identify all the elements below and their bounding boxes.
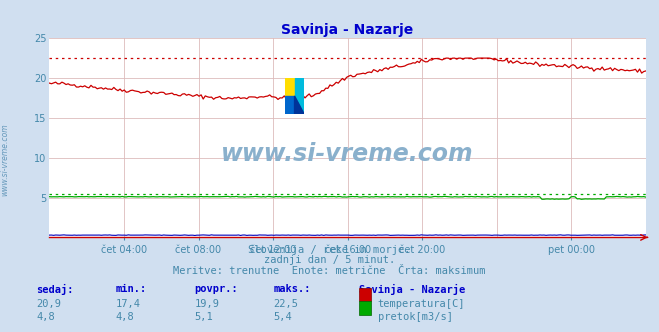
Text: zadnji dan / 5 minut.: zadnji dan / 5 minut. xyxy=(264,255,395,265)
Text: pretok[m3/s]: pretok[m3/s] xyxy=(378,312,453,322)
Text: 4,8: 4,8 xyxy=(115,312,134,322)
Text: 20,9: 20,9 xyxy=(36,299,61,309)
Text: www.si-vreme.com: www.si-vreme.com xyxy=(1,123,10,196)
Text: www.si-vreme.com: www.si-vreme.com xyxy=(221,142,474,166)
Text: 4,8: 4,8 xyxy=(36,312,55,322)
Bar xyxy=(285,78,295,96)
Text: Savinja - Nazarje: Savinja - Nazarje xyxy=(359,284,465,295)
Text: 17,4: 17,4 xyxy=(115,299,140,309)
Text: temperatura[C]: temperatura[C] xyxy=(378,299,465,309)
Text: povpr.:: povpr.: xyxy=(194,284,238,294)
Polygon shape xyxy=(295,96,304,114)
Text: min.:: min.: xyxy=(115,284,146,294)
Title: Savinja - Nazarje: Savinja - Nazarje xyxy=(281,23,414,37)
Text: 22,5: 22,5 xyxy=(273,299,299,309)
Text: sedaj:: sedaj: xyxy=(36,284,74,295)
Text: 5,1: 5,1 xyxy=(194,312,213,322)
Text: 19,9: 19,9 xyxy=(194,299,219,309)
Text: maks.:: maks.: xyxy=(273,284,311,294)
Text: 5,4: 5,4 xyxy=(273,312,292,322)
Text: Meritve: trenutne  Enote: metrične  Črta: maksimum: Meritve: trenutne Enote: metrične Črta: … xyxy=(173,266,486,276)
Bar xyxy=(285,96,295,114)
Text: Slovenija / reke in morje.: Slovenija / reke in morje. xyxy=(248,245,411,255)
Polygon shape xyxy=(295,78,304,114)
